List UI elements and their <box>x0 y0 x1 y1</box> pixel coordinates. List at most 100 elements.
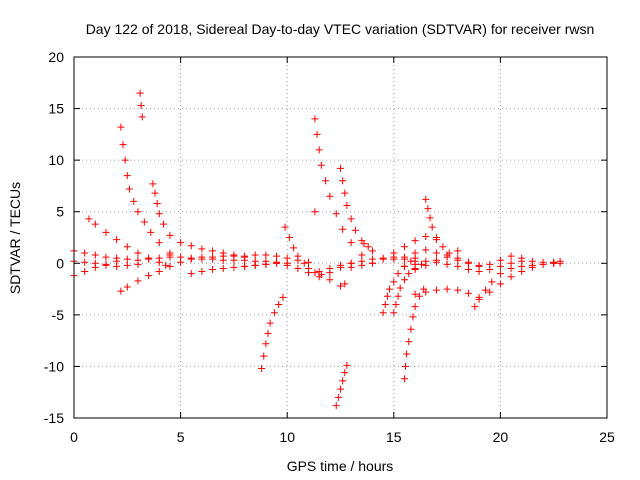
y-axis-label: SDTVAR / TECUs <box>7 182 23 294</box>
series-arc-25 <box>400 257 526 276</box>
data-point <box>394 292 402 300</box>
data-point <box>230 252 238 260</box>
data-point <box>422 261 430 269</box>
y-tick-label: 0 <box>56 255 64 271</box>
data-point <box>422 288 430 296</box>
data-point <box>305 269 313 277</box>
series-arc-16 <box>332 361 351 410</box>
data-point <box>266 319 274 327</box>
data-point <box>151 189 159 197</box>
data-point <box>347 239 355 247</box>
chart-title: Day 122 of 2018, Sidereal Day-to-day VTE… <box>86 21 595 37</box>
data-point <box>383 292 391 300</box>
data-point <box>241 252 249 260</box>
data-point <box>119 141 127 149</box>
data-point <box>166 231 174 239</box>
y-tick-label: -10 <box>44 358 64 374</box>
data-point <box>322 177 330 185</box>
data-point <box>488 278 496 286</box>
data-point <box>390 309 398 317</box>
data-point <box>454 286 462 294</box>
data-point <box>418 260 426 268</box>
x-tick-label: 15 <box>386 429 402 445</box>
data-point <box>166 262 174 270</box>
data-point <box>381 301 389 309</box>
data-point <box>422 246 430 254</box>
data-point <box>411 290 419 298</box>
data-point <box>198 253 206 261</box>
data-point <box>343 361 351 369</box>
data-point <box>145 254 153 262</box>
y-tick-label: 20 <box>48 49 64 65</box>
data-point <box>518 262 526 270</box>
data-point <box>134 260 142 268</box>
data-point <box>332 210 340 218</box>
data-point <box>315 146 323 154</box>
data-point <box>81 249 89 257</box>
data-point <box>550 258 558 266</box>
data-point <box>102 253 110 261</box>
data-points <box>70 89 564 410</box>
data-point <box>81 268 89 276</box>
data-point <box>177 239 185 247</box>
data-point <box>155 268 163 276</box>
data-point <box>400 253 408 261</box>
data-point <box>262 340 270 348</box>
data-point <box>117 287 125 295</box>
data-point <box>475 268 483 276</box>
grid <box>74 57 607 418</box>
data-point <box>130 197 138 205</box>
series-arc-05 <box>117 123 174 257</box>
x-tick-label: 25 <box>599 429 615 445</box>
series-arc-07 <box>149 180 249 261</box>
data-point <box>400 276 408 284</box>
series-arc-06 <box>136 89 146 121</box>
data-point <box>347 263 355 271</box>
data-point <box>432 236 440 244</box>
data-point <box>464 289 472 297</box>
data-point <box>251 261 259 269</box>
data-point <box>155 210 163 218</box>
x-tick-label: 0 <box>70 429 78 445</box>
data-point <box>390 278 398 286</box>
data-point <box>102 260 110 268</box>
series-arc-13 <box>281 223 355 279</box>
data-point <box>123 172 131 180</box>
data-point <box>155 258 163 266</box>
data-point <box>454 247 462 255</box>
data-point <box>230 263 238 271</box>
y-tick-label: -15 <box>44 410 64 426</box>
data-point <box>290 244 298 252</box>
data-point <box>475 295 483 303</box>
data-point <box>279 293 287 301</box>
data-point <box>123 261 131 269</box>
data-point <box>486 288 494 296</box>
series-arc-21 <box>400 285 428 383</box>
data-point <box>166 251 174 259</box>
data-point <box>379 255 387 263</box>
x-tick-label: 5 <box>177 429 185 445</box>
data-point <box>528 261 536 269</box>
data-point <box>177 253 185 261</box>
data-point <box>162 261 170 269</box>
data-point <box>262 260 270 268</box>
series-arc-09 <box>166 251 291 267</box>
data-point <box>454 256 462 264</box>
series-arc-27 <box>347 232 440 271</box>
data-point <box>187 254 195 262</box>
data-point <box>343 202 351 210</box>
data-point <box>379 309 387 317</box>
data-point <box>496 270 504 278</box>
data-point <box>411 303 419 311</box>
data-point <box>337 282 344 290</box>
data-point <box>341 189 349 197</box>
data-point <box>507 264 515 272</box>
data-point <box>294 252 302 260</box>
y-tick-label: -5 <box>52 307 65 323</box>
data-point <box>351 226 359 234</box>
data-point <box>145 272 153 280</box>
data-point <box>285 234 293 241</box>
data-point <box>273 252 281 260</box>
data-point <box>264 329 272 337</box>
data-point <box>198 268 206 276</box>
